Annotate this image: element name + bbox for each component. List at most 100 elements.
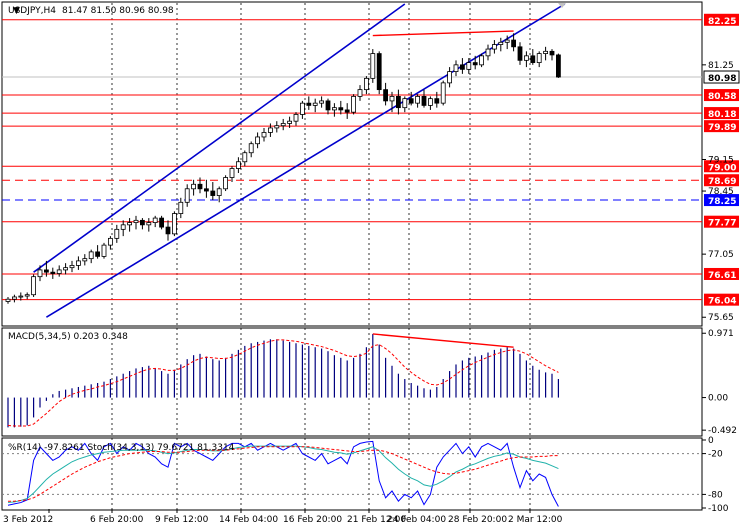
time-tick-label: 28 Feb 20:00 [448,515,507,525]
candle-body [299,102,305,115]
candle-body [146,222,152,226]
level-label-80-18: 80.18 [708,110,736,120]
candle-body [69,265,75,269]
macd-tick-label: -0.492 [708,426,737,436]
price-tick-label: 81.25 [708,61,734,71]
price-tick-label: 78.45 [708,187,734,197]
candle-body [203,188,209,192]
oscillator-panel-frame [1,437,703,511]
level-label-82-25: 82.25 [708,17,736,27]
candle-body [95,251,100,257]
candle-body [466,62,472,70]
candle-body [242,152,248,163]
candle-body [248,143,254,154]
candle-body [524,55,529,61]
price-title-prefix: ▼ [13,6,20,16]
candle-body [197,183,203,190]
candle-body [363,77,369,91]
candle-body [5,298,11,302]
candle-body [274,125,280,129]
macd-divergence-line [372,333,514,348]
oscillator-title: %R(14) -97.8261 Stoch(34,3,13) 79.6721 8… [8,443,235,453]
candle-body [101,244,107,257]
candle-body [24,294,30,297]
candle-body [415,95,421,104]
candle-body [351,95,357,113]
oscillator-series-line [7,440,559,507]
channel-upper-line [33,3,406,273]
candle-body [114,228,120,239]
candle-body [338,107,344,111]
macd-panel-frame [1,327,703,437]
level-tag-78-69 [704,174,739,187]
candle-body [319,100,325,104]
candle-body [325,100,331,111]
candle-body [63,267,68,271]
price-candles [5,33,561,304]
level-tag-79-00 [704,160,739,173]
candle-body [536,53,542,63]
candle-body [216,188,222,196]
chart-shift-marker-icon[interactable] [558,3,566,8]
trend-channel [33,3,566,318]
candle-body [556,54,561,78]
level-tag-80-58 [704,89,739,102]
candle-body [517,46,523,61]
candle-body [402,98,408,109]
candle-body [56,269,62,274]
time-tick-label: 24 Feb 04:00 [387,515,446,525]
candle-body [229,168,235,178]
oscillator-indicators: 0 -20 -80 -100 [2,436,729,514]
level-tag-82-25 [704,13,739,26]
time-tick-label: 16 Feb 20:00 [283,515,342,525]
candle-body [427,98,433,106]
candle-body [447,71,453,84]
time-tick-label: 6 Feb 20:00 [90,515,144,525]
time-tick-label: 14 Feb 04:00 [219,515,278,525]
price-divergence-line [372,30,514,37]
candle-body [543,50,548,54]
candle-body [267,127,273,133]
macd-tick-label: 0.971 [708,329,734,339]
candle-body [530,55,536,63]
candle-body [491,44,497,50]
level-label-80-58: 80.58 [708,92,736,102]
candle-body [485,48,491,57]
candle-body [133,219,139,223]
candle-body [331,107,337,111]
candle-body [434,98,440,104]
candle-body [459,64,465,70]
candle-body [421,95,427,106]
candle-body [31,276,37,296]
candle-body [210,190,216,196]
level-tag-79-89 [704,120,739,133]
time-axis: 3 Feb 2012 6 Feb 20:00 9 Feb 12:00 14 Feb 0… [3,509,563,525]
level-label-79-89: 79.89 [708,123,736,133]
horizontal-levels: 82.25 80.58 80.18 79.89 79.00 78.69 78.25 77.77… [2,13,740,307]
candle-body [11,296,17,300]
candle-body [408,98,414,104]
candle-body [280,123,286,127]
price-axis: 81.25 79.15 78.45 77.05 75.65 [702,61,734,323]
level-label-77-77: 77.77 [708,219,736,229]
candle-body [472,62,478,66]
candle-body [178,201,184,214]
candle-body [504,39,510,43]
candle-body [453,64,459,73]
grid-lines [111,3,531,509]
candle-body [82,258,88,262]
candle-body [223,177,229,190]
macd-title: MACD(5,34,5) 0.203 0.348 [8,332,128,342]
candle-body [549,50,555,56]
last-price-label: 80.98 [708,74,736,84]
candle-body [235,161,241,169]
level-label-79-00: 79.00 [708,163,736,173]
oscillator-tick-label: -80 [708,490,723,500]
level-tag-76-04 [704,293,739,306]
candle-body [287,120,293,124]
level-label-76-61: 76.61 [708,271,736,281]
candle-body [44,269,49,273]
candle-body [120,224,126,230]
time-tick-label: 2 Mar 12:00 [508,515,563,525]
candle-body [376,53,382,91]
